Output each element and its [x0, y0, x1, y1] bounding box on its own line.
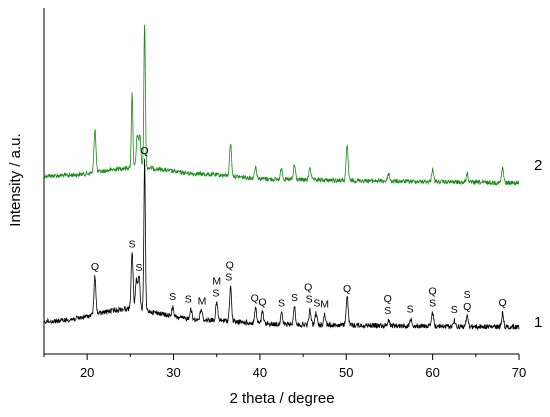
series-line-1 — [43, 158, 520, 331]
x-tick-label: 40 — [253, 365, 267, 380]
peak-label: M — [320, 299, 329, 311]
peak-label: Q — [251, 293, 259, 305]
x-tick-label: 70 — [512, 365, 526, 380]
peak-label: Q — [304, 282, 312, 294]
peak-label: S — [451, 304, 458, 316]
x-tick-label: 60 — [425, 365, 439, 380]
peak-label: M — [212, 275, 221, 287]
series-label-2: 2 — [534, 157, 542, 174]
series-label-1: 1 — [534, 314, 542, 331]
peak-label: S — [306, 294, 313, 306]
peak-label: Q — [463, 301, 471, 313]
peak-label: S — [278, 298, 285, 310]
peak-label: S — [429, 297, 436, 309]
peak-label: Q — [384, 293, 392, 305]
peak-label: S — [291, 292, 298, 304]
diffraction-traces — [43, 24, 520, 331]
peak-label: Q — [258, 297, 266, 309]
peak-label: S — [185, 293, 192, 305]
x-axis-title: 2 theta / degree — [229, 390, 334, 407]
peak-label: S — [464, 289, 471, 301]
peak-label: Q — [91, 261, 99, 273]
peak-label: S — [169, 291, 176, 303]
peak-label: S — [135, 262, 142, 274]
peak-label: Q — [429, 285, 437, 297]
peak-label: Q — [499, 297, 507, 309]
x-axis-ticks: 20 30 40 50 60 70 — [43, 354, 526, 380]
peak-label: S — [407, 304, 414, 316]
series-line-2 — [43, 24, 520, 187]
peak-label: M — [198, 295, 207, 307]
plot-area — [43, 8, 519, 355]
peak-label: S — [212, 287, 219, 299]
peak-label: Q — [226, 260, 234, 272]
peak-label: S — [129, 238, 136, 250]
x-tick-label: 30 — [166, 365, 180, 380]
peak-label: Q — [343, 283, 351, 295]
x-tick-label: 50 — [339, 365, 353, 380]
x-tick-label: 20 — [80, 365, 94, 380]
peak-label: S — [225, 272, 232, 284]
trace-labels: 21 — [534, 157, 542, 331]
peak-label: S — [313, 297, 320, 309]
peak-label: S — [384, 305, 391, 317]
peak-label: Q — [141, 145, 149, 157]
y-axis-title: Intensity / a.u. — [7, 133, 24, 226]
